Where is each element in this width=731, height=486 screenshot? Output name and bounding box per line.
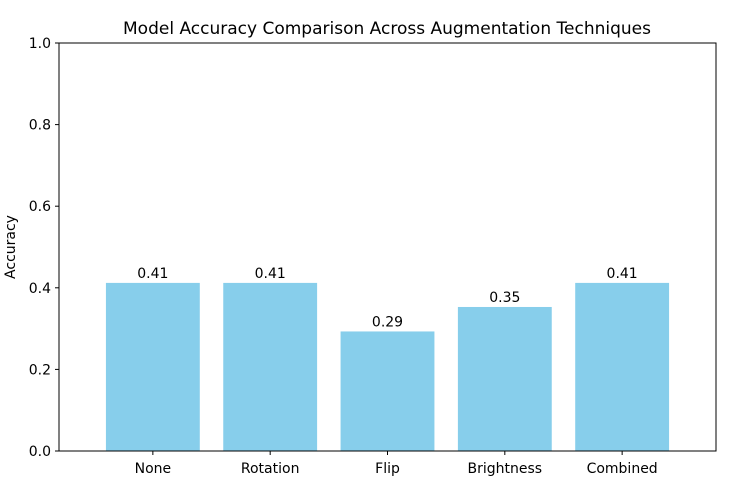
y-tick-label-5: 1.0 <box>29 36 51 52</box>
plot-frame <box>58 42 717 452</box>
y-tick-label-1: 0.2 <box>29 362 51 378</box>
x-tick-label-flip: Flip <box>375 461 400 477</box>
value-labels-layer: 0.41 0.41 0.29 0.35 0.41 <box>137 266 637 331</box>
y-tick-label-3: 0.6 <box>29 199 51 215</box>
value-label-brightness: 0.35 <box>489 290 520 306</box>
value-label-none: 0.41 <box>137 266 168 282</box>
bar-combined <box>575 282 670 451</box>
x-tick-label-rotation: Rotation <box>241 461 300 477</box>
y-tick-label-0: 0.0 <box>29 444 51 460</box>
x-tick-label-brightness: Brightness <box>468 461 543 477</box>
bar-rotation <box>223 282 318 451</box>
bars-layer <box>105 282 670 451</box>
axes-layer: None Rotation Flip Brightness Combined 0.0 0.2… <box>29 36 717 477</box>
chart-title: Model Accuracy Comparison Across Augment… <box>123 19 651 39</box>
y-axis-label: Accuracy <box>3 215 19 279</box>
value-label-combined: 0.41 <box>607 266 638 282</box>
x-tick-label-none: None <box>135 461 172 477</box>
y-tick-label-4: 0.8 <box>29 118 51 134</box>
x-tick-label-combined: Combined <box>587 461 658 477</box>
bar-none <box>105 282 200 451</box>
bar-brightness <box>457 306 552 451</box>
value-label-flip: 0.29 <box>372 314 403 330</box>
value-label-rotation: 0.41 <box>255 266 286 282</box>
bar-flip <box>340 331 435 451</box>
y-tick-label-2: 0.4 <box>29 281 51 297</box>
